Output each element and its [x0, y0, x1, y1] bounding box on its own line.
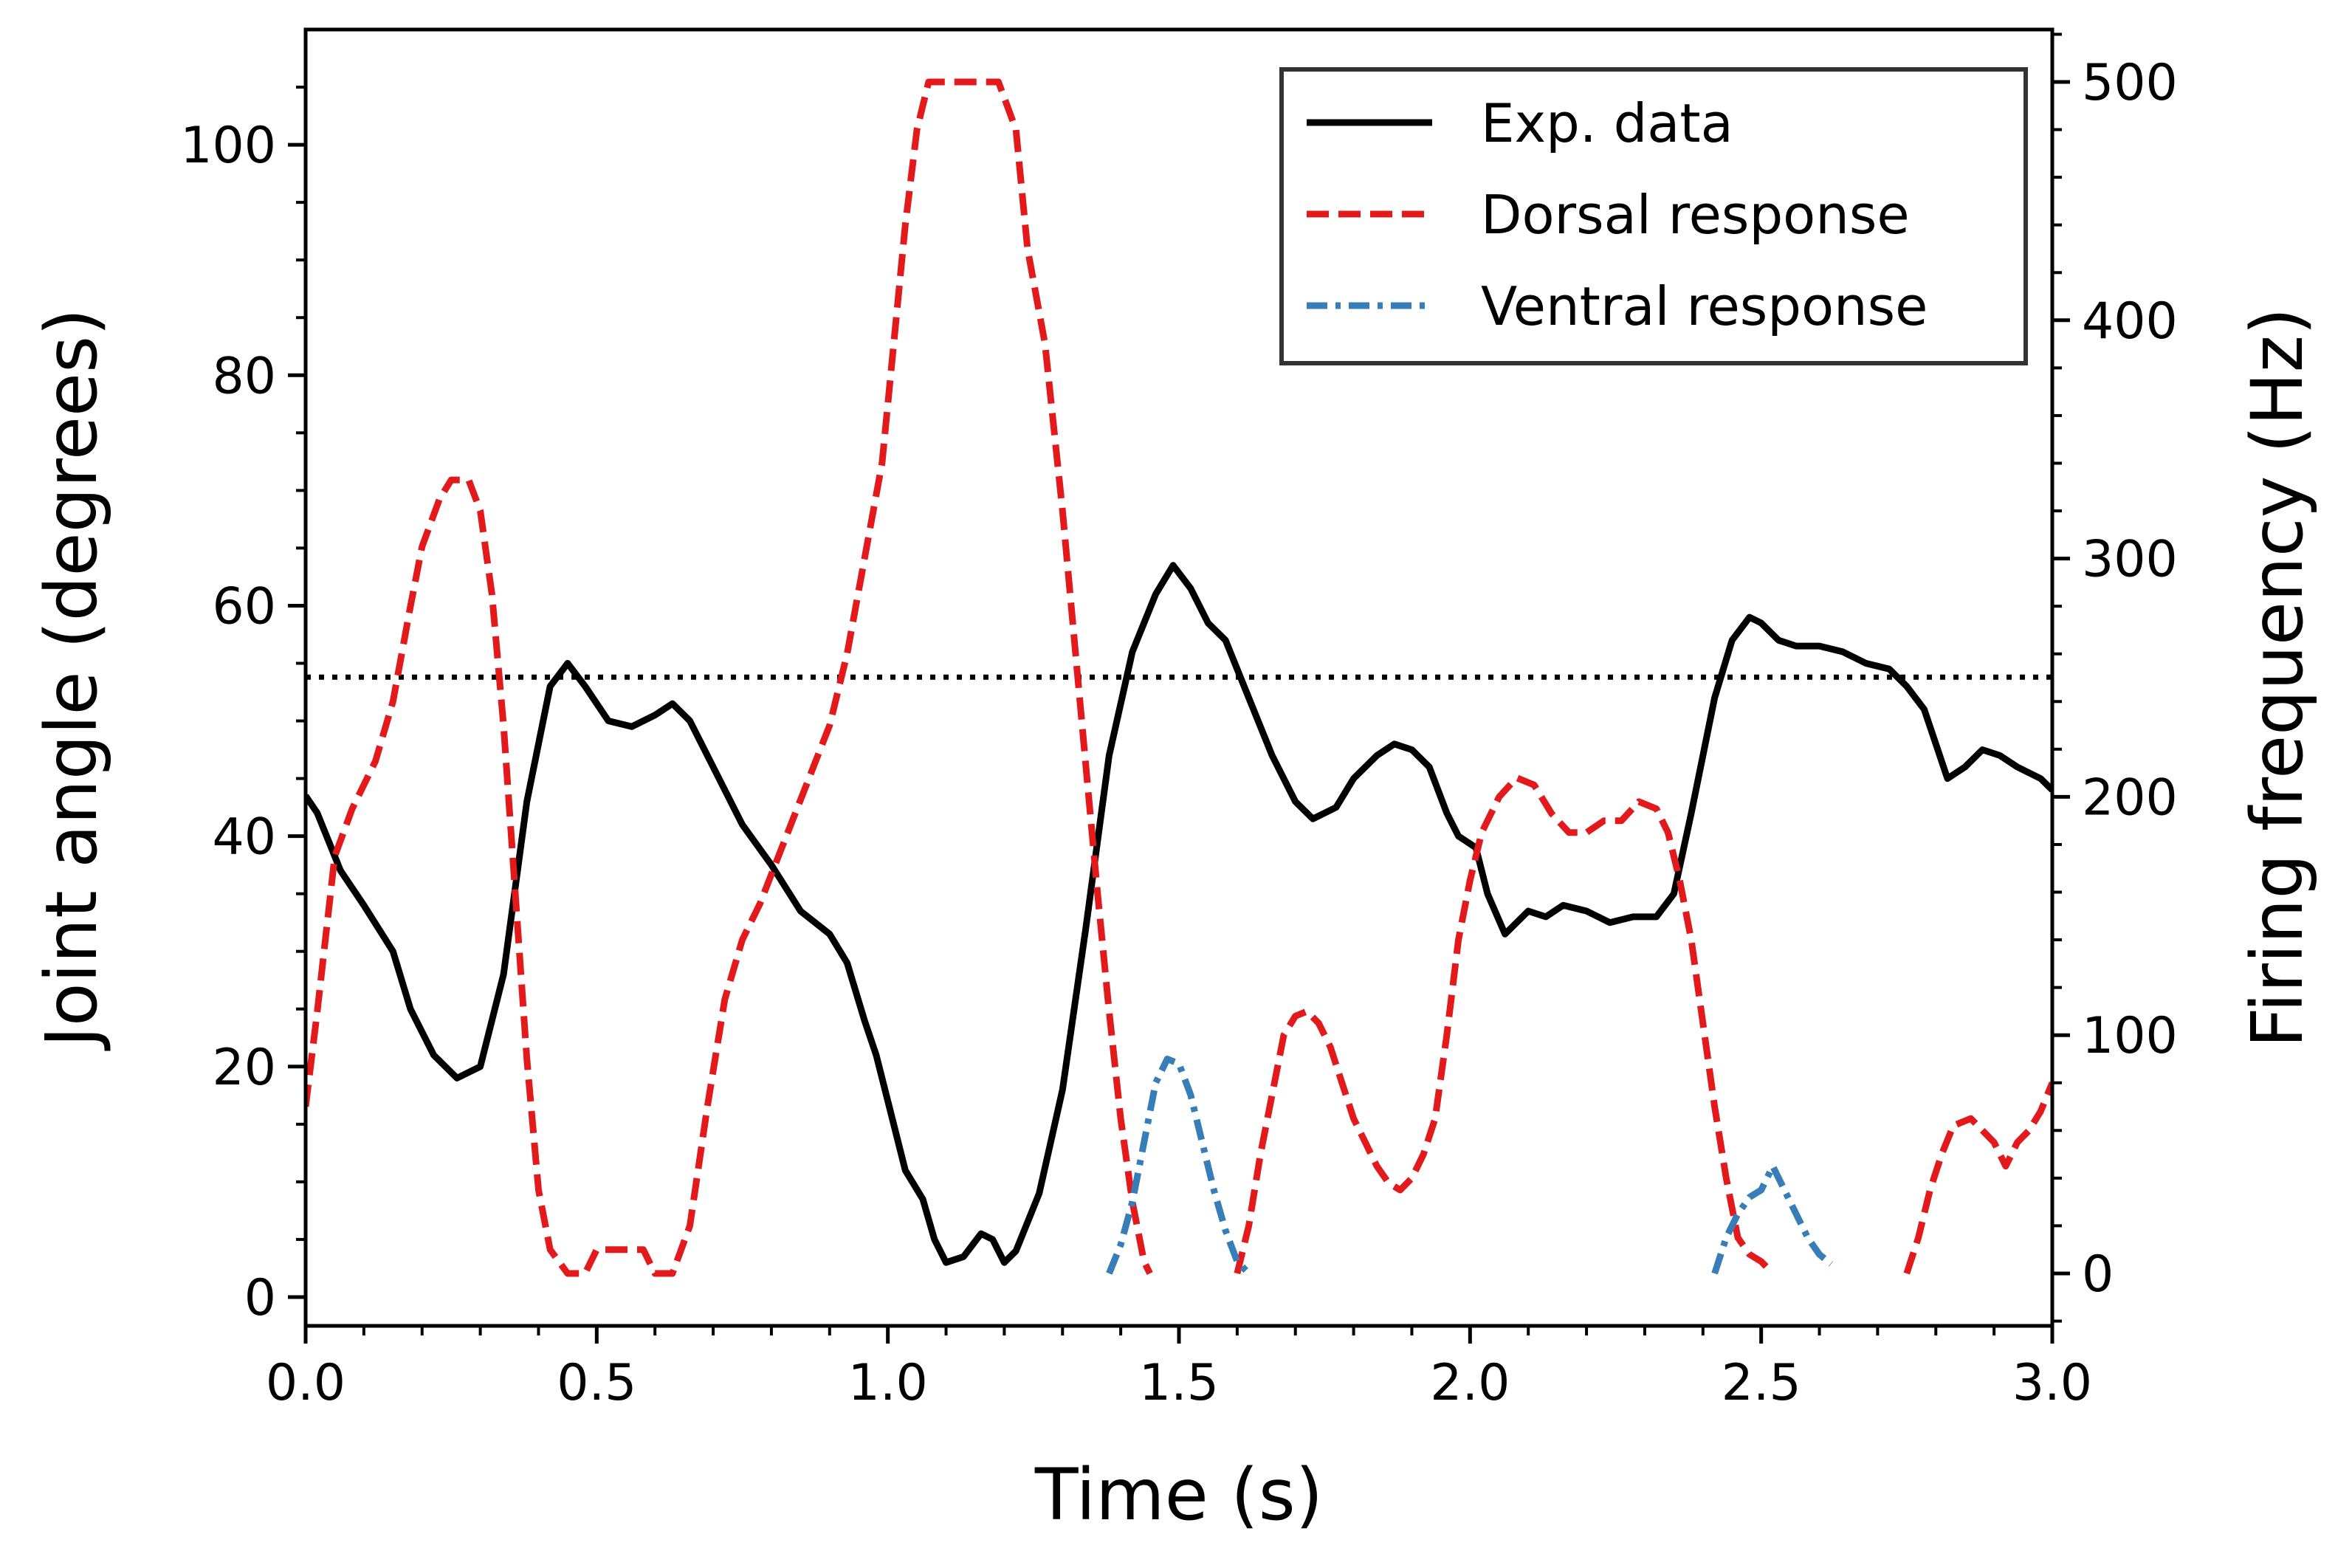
x-tick-label: 0.0 — [266, 1354, 345, 1412]
y-left-tick-label: 20 — [212, 1039, 276, 1097]
x-tick-label: 1.0 — [848, 1354, 928, 1412]
y-right-tick-label: 0 — [2082, 1245, 2114, 1304]
series-dorsal-response-line-2 — [1234, 774, 1775, 1276]
x-axis-label: Time (s) — [1034, 1454, 1323, 1536]
axes: 0.0 0.5 1.0 1.5 2.0 2.5 3.0 0 20 40 60 80 100 0 100 200… — [180, 27, 2178, 1412]
x-tick-label: 2.0 — [1430, 1354, 1510, 1412]
legend-label: Dorsal response — [1481, 184, 1910, 246]
plot-area — [306, 78, 2052, 1277]
x-tick-label: 3.0 — [2012, 1354, 2092, 1412]
y-right-tick-label: 300 — [2082, 531, 2178, 589]
legend: Exp. data Dorsal response Ventral response — [1279, 67, 2028, 365]
y-left-tick-label: 0 — [244, 1269, 276, 1327]
series-exp-data-line-1 — [306, 562, 2052, 1266]
y-left-tick-label: 40 — [212, 808, 276, 867]
y-right-tick-label: 400 — [2082, 292, 2178, 351]
series-ventral-response-line-2 — [1711, 1163, 1834, 1275]
series-dorsal-response-line-1 — [306, 78, 1153, 1277]
y-left-tick-label: 100 — [180, 117, 276, 175]
legend-label: Ventral response — [1481, 275, 1928, 337]
y-right-tick-label: 200 — [2082, 768, 2178, 827]
series-dorsal-response-line-3 — [1903, 1082, 2052, 1275]
y-left-tick-label: 60 — [212, 577, 276, 636]
y-axis-label-left: Joint angle (degrees) — [30, 309, 113, 1051]
y-right-tick-label: 500 — [2082, 54, 2178, 112]
y-axis-label-right: Firing frequency (Hz) — [2236, 308, 2319, 1048]
x-tick-label: 1.5 — [1139, 1354, 1219, 1412]
series-ventral-response-line-1 — [1106, 1056, 1251, 1276]
legend-label: Exp. data — [1481, 92, 1733, 154]
x-tick-label: 2.5 — [1722, 1354, 1801, 1412]
y-right-tick-label: 100 — [2082, 1007, 2178, 1065]
y-left-tick-label: 80 — [212, 347, 276, 405]
x-tick-label: 0.5 — [557, 1354, 636, 1412]
